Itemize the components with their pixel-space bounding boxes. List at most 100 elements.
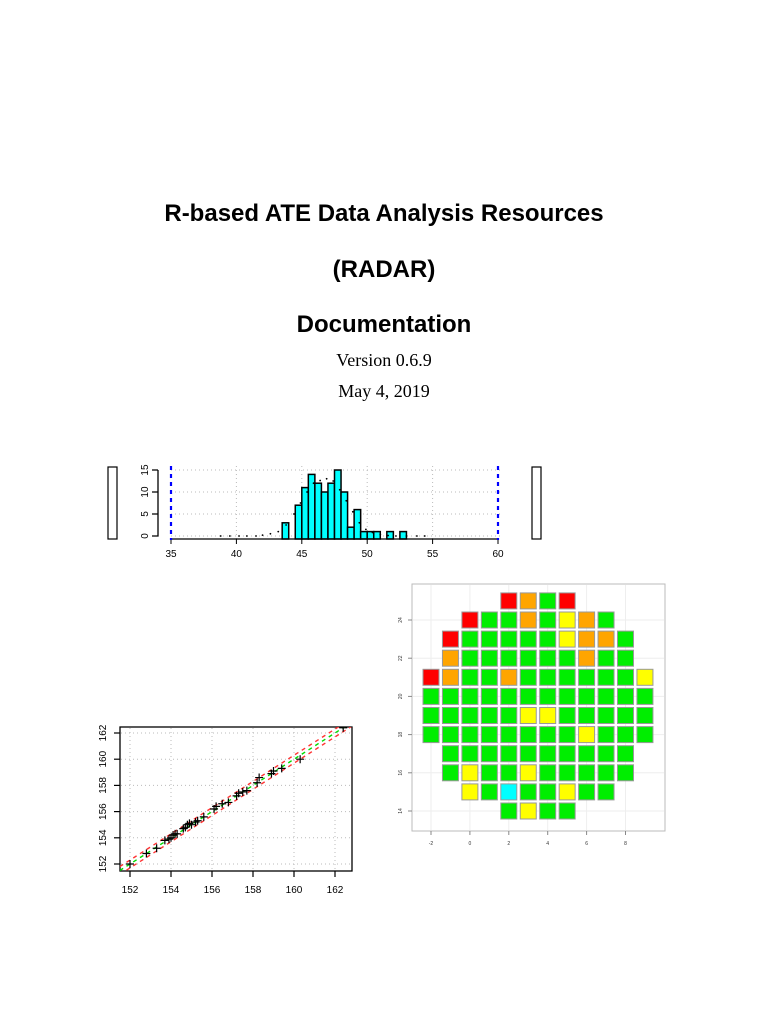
histogram-bar — [301, 486, 310, 540]
data-point — [164, 835, 173, 844]
data-point — [185, 819, 194, 828]
wafer-die — [539, 630, 557, 648]
wafer-die — [578, 649, 596, 667]
wafer-die — [441, 707, 459, 724]
wafer-die — [519, 687, 537, 705]
wafer-die — [617, 630, 634, 648]
wafer-die — [558, 687, 576, 705]
wafer-die — [558, 649, 576, 667]
lower-limit-line — [123, 727, 352, 871]
y-tick-label: 156 — [98, 803, 109, 820]
wafer-die — [500, 802, 518, 820]
wafer-die — [480, 687, 498, 705]
data-point — [181, 823, 190, 832]
document-subtitle: Documentation — [296, 311, 472, 338]
y-tick-label: 162 — [98, 724, 109, 741]
x-tick-label: -2 — [429, 841, 434, 847]
data-point — [160, 836, 169, 845]
histogram-bar — [327, 482, 336, 540]
wafer-die — [461, 687, 479, 705]
y-tick-label: 18 — [398, 732, 404, 738]
y-tick-label: 152 — [98, 855, 109, 872]
density-dot — [345, 499, 348, 502]
wafer-die — [441, 745, 459, 763]
wafer-die — [558, 668, 576, 686]
data-point — [212, 802, 221, 811]
wafer-die — [500, 649, 518, 667]
x-tick-label: 50 — [362, 549, 374, 560]
x-tick-label: 8 — [624, 841, 627, 847]
wafer-die — [461, 630, 479, 648]
wafer-die — [578, 707, 596, 724]
wafer-die — [597, 764, 615, 782]
wafer-die — [558, 764, 576, 782]
x-tick-label: 158 — [245, 885, 262, 896]
x-tick-label: 152 — [122, 885, 139, 896]
wafer-die — [422, 726, 440, 744]
histogram-bar — [320, 491, 329, 540]
wafer-die — [519, 745, 537, 763]
y-tick-label: 16 — [398, 770, 404, 776]
wafer-die — [441, 687, 459, 705]
data-point — [267, 769, 276, 778]
upper-limit-line — [120, 727, 340, 868]
wafer-die — [500, 668, 518, 686]
wafer-die — [422, 668, 440, 686]
wafer-die — [441, 630, 459, 648]
histogram-bar — [359, 530, 368, 540]
data-point — [179, 824, 188, 833]
x-tick-label: 154 — [163, 885, 180, 896]
wafer-die — [461, 611, 479, 629]
y-tick-label: 154 — [98, 829, 109, 846]
data-point — [169, 831, 178, 840]
histogram-bar — [314, 482, 323, 540]
y-tick-label: 5 — [140, 511, 151, 517]
density-dot — [238, 535, 240, 537]
density-dot — [379, 533, 382, 536]
wafer-die — [422, 687, 440, 705]
density-dot — [405, 535, 408, 537]
data-point — [183, 820, 192, 829]
wafer-die — [578, 726, 596, 744]
data-point — [126, 860, 134, 868]
wafer-die — [539, 783, 557, 801]
data-point — [199, 812, 208, 821]
density-dot — [261, 534, 264, 537]
right-limit-box — [531, 466, 542, 540]
wafer-die — [539, 592, 557, 610]
y-tick-label: 160 — [98, 750, 109, 767]
x-tick-label: 156 — [204, 885, 221, 896]
histogram-bar — [340, 491, 349, 540]
wafer-die — [519, 726, 537, 744]
x-tick-label: 35 — [165, 549, 177, 560]
density-dot — [416, 535, 418, 537]
wafer-die — [519, 592, 537, 610]
data-point — [152, 844, 161, 853]
x-tick-label: 160 — [286, 885, 303, 896]
data-point — [339, 727, 348, 732]
data-point — [173, 829, 182, 838]
density-dot — [293, 513, 295, 515]
wafer-die — [636, 707, 654, 724]
histogram-bar — [366, 530, 375, 540]
wafer-die — [617, 668, 634, 686]
wafer-die — [500, 707, 518, 724]
x-tick-label: 4 — [546, 841, 549, 847]
data-point — [142, 849, 151, 858]
density-dot — [299, 502, 302, 504]
x-tick-label: 2 — [507, 841, 510, 847]
plot-area — [120, 727, 352, 871]
density-dot — [332, 480, 335, 482]
x-tick-label: 60 — [492, 549, 504, 560]
wafer-die — [480, 764, 498, 782]
y-tick-label: 24 — [398, 617, 404, 623]
y-tick-label: 10 — [140, 486, 151, 498]
wafer-die — [617, 764, 634, 782]
wafer-die — [617, 726, 634, 744]
wafer-die — [519, 630, 537, 648]
y-tick-label: 0 — [140, 533, 151, 539]
data-point — [269, 766, 278, 775]
wafer-die — [500, 592, 518, 610]
